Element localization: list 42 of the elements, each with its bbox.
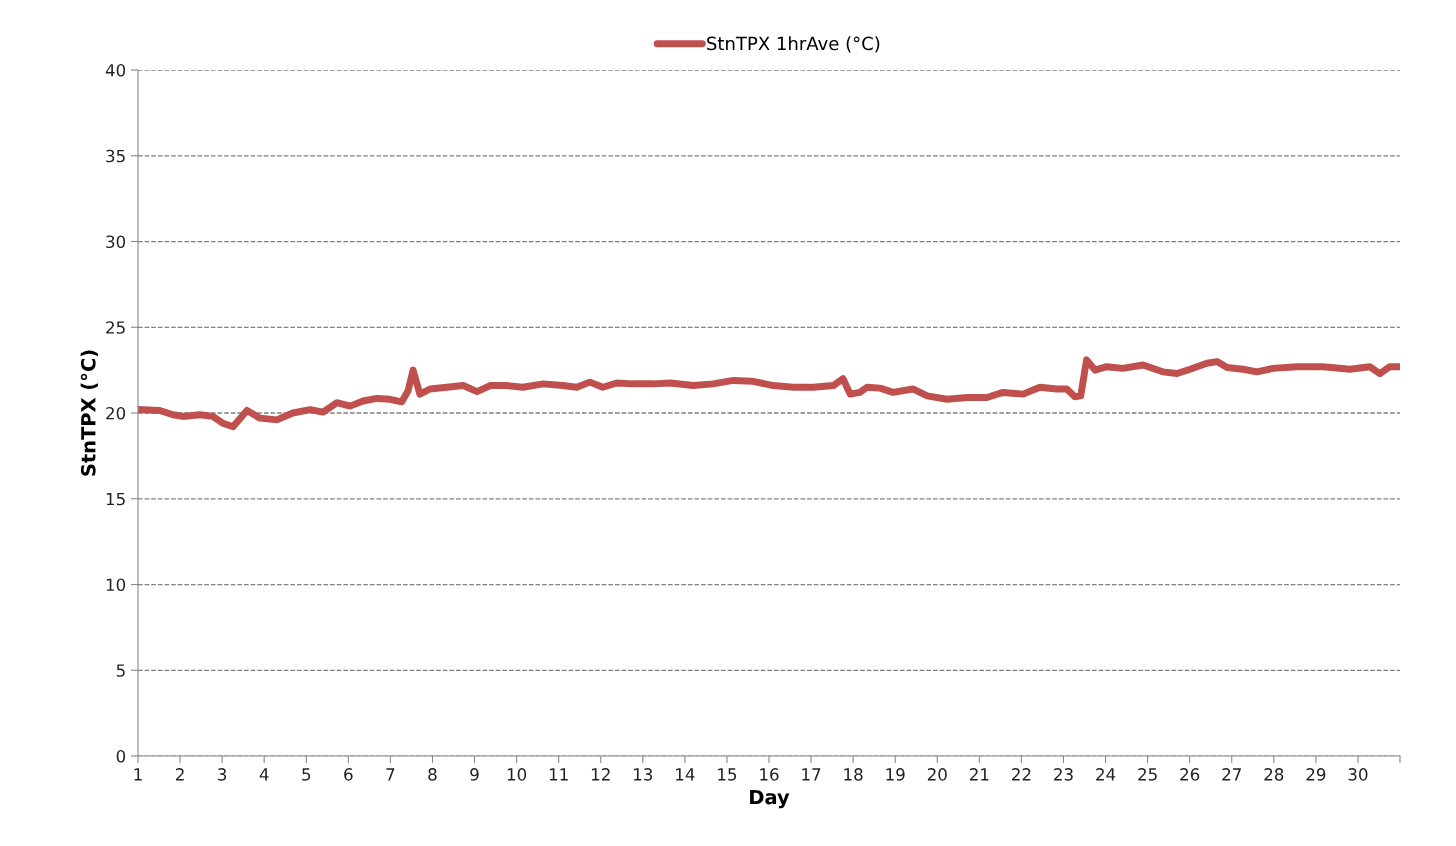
legend-label: StnTPX 1hrAve (°C): [707, 36, 880, 53]
x-tick-label: 4: [259, 768, 269, 781]
y-tick-label: 25: [106, 321, 125, 334]
x-tick-label: 5: [302, 768, 311, 781]
y-tick-label: 30: [106, 235, 126, 249]
x-tick-label: 27: [1222, 768, 1241, 781]
x-tick-label: 10: [507, 768, 527, 781]
x-tick-label: 19: [886, 768, 905, 781]
x-tick-label: 22: [1012, 768, 1031, 781]
x-axis-title: Day: [750, 789, 790, 809]
x-tick-label: 6: [344, 768, 353, 781]
x-tick-label: 16: [760, 768, 779, 781]
x-tick-label: 17: [802, 768, 821, 781]
x-tick-label: 7: [386, 768, 395, 781]
x-tick-label: 13: [634, 768, 653, 781]
x-tick-label: 25: [1138, 768, 1157, 781]
x-tick-label: 8: [428, 768, 437, 781]
y-tick-label: 35: [106, 149, 125, 163]
x-tick-label: 30: [1348, 768, 1368, 781]
x-tick-label: 12: [591, 768, 610, 781]
x-tick-label: 29: [1306, 768, 1326, 781]
x-tick-label: 28: [1264, 768, 1284, 781]
x-tick-label: 26: [1180, 768, 1200, 781]
x-tick-label: 1: [134, 768, 142, 781]
x-tick-label: 2: [175, 768, 184, 781]
y-tick-label: 15: [106, 492, 125, 506]
x-tick-label: 24: [1096, 768, 1116, 781]
y-tick-label: 20: [106, 406, 126, 420]
y-axis-title: StnTPX (°C): [80, 350, 98, 476]
y-tick-label: 40: [105, 63, 126, 77]
x-tick-label: 21: [969, 768, 989, 781]
x-tick-label: 11: [549, 768, 568, 781]
y-tick-label: 0: [116, 749, 126, 763]
x-tick-label: 3: [218, 768, 227, 781]
x-tick-label: 20: [927, 768, 947, 781]
x-tick-label: 9: [470, 768, 479, 781]
x-tick-label: 14: [676, 768, 695, 781]
x-tick-label: 18: [844, 768, 863, 781]
y-tick-label: 5: [116, 664, 125, 677]
x-tick-label: 15: [718, 768, 737, 781]
x-tick-label: 23: [1054, 768, 1073, 781]
y-tick-label: 10: [106, 578, 126, 592]
